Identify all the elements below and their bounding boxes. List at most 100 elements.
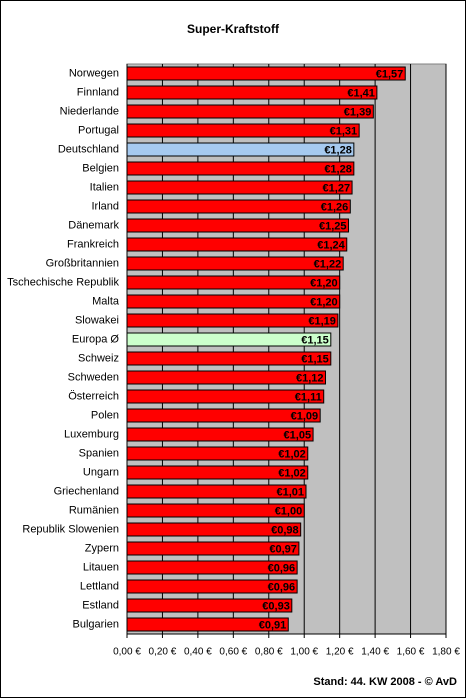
y-tick-label: Ungarn bbox=[83, 466, 119, 478]
y-tick-label: Malta bbox=[92, 295, 120, 307]
y-tick-label: Estland bbox=[82, 599, 119, 611]
value-label: €1,26 bbox=[321, 201, 349, 213]
y-tick-label: Norwegen bbox=[69, 67, 119, 79]
y-tick-label: Finnland bbox=[77, 86, 119, 98]
footnote: Stand: 44. KW 2008 - © AvD bbox=[313, 676, 457, 688]
value-label: €0,96 bbox=[268, 581, 296, 593]
bar bbox=[126, 503, 305, 518]
x-tick-label: 1,20 € bbox=[326, 647, 354, 658]
value-label: €1,57 bbox=[376, 68, 404, 80]
value-label: €1,31 bbox=[330, 125, 358, 137]
bar bbox=[126, 541, 300, 556]
chart-title: Super-Kraftstoff bbox=[187, 22, 280, 36]
bar bbox=[126, 617, 289, 632]
x-tick-label: 1,80 € bbox=[432, 647, 460, 658]
value-label: €0,97 bbox=[269, 543, 297, 555]
x-tick-label: 0,60 € bbox=[219, 647, 247, 658]
y-tick-label: Bulgarien bbox=[73, 618, 119, 630]
value-label: €1,15 bbox=[301, 353, 329, 365]
plot-area bbox=[126, 63, 447, 635]
value-label: €1,12 bbox=[296, 372, 324, 384]
bar bbox=[126, 313, 339, 328]
value-label: €1,28 bbox=[324, 163, 352, 175]
y-tick-label: Österreich bbox=[68, 390, 119, 402]
bar bbox=[126, 104, 374, 119]
y-tick-label: Europa Ø bbox=[72, 333, 120, 345]
bar bbox=[126, 484, 307, 499]
value-label: €1,19 bbox=[308, 315, 336, 327]
bar bbox=[126, 370, 326, 385]
bar bbox=[126, 161, 355, 176]
y-tick-label: Dänemark bbox=[68, 219, 119, 231]
bar bbox=[126, 123, 360, 138]
value-label: €1,15 bbox=[301, 334, 329, 346]
y-tick-label: Großbritannien bbox=[46, 257, 119, 269]
y-tick-label: Spanien bbox=[79, 447, 119, 459]
bar bbox=[126, 598, 293, 613]
x-tick-label: 0,40 € bbox=[184, 647, 212, 658]
value-label: €1,20 bbox=[310, 277, 338, 289]
value-label: €1,01 bbox=[276, 486, 304, 498]
x-tick-label: 0,80 € bbox=[255, 647, 283, 658]
value-label: €1,05 bbox=[284, 429, 312, 441]
bar bbox=[126, 256, 344, 271]
y-tick-label: Griechenland bbox=[54, 485, 119, 497]
bar bbox=[126, 85, 378, 100]
value-label: €1,28 bbox=[324, 144, 352, 156]
value-label: €1,39 bbox=[344, 106, 372, 118]
bar bbox=[126, 427, 314, 442]
value-label: €1,24 bbox=[317, 239, 345, 251]
y-tick-label: Belgien bbox=[82, 162, 119, 174]
bar bbox=[126, 446, 309, 461]
bar bbox=[126, 351, 332, 366]
y-tick-label: Italien bbox=[90, 181, 119, 193]
value-label: €1,11 bbox=[295, 391, 322, 403]
value-label: €0,91 bbox=[259, 619, 287, 631]
value-label: €1,25 bbox=[319, 220, 347, 232]
value-label: €1,00 bbox=[275, 505, 303, 517]
value-label: €1,27 bbox=[323, 182, 351, 194]
y-tick-label: Luxemburg bbox=[64, 428, 119, 440]
x-tick-label: 0,20 € bbox=[149, 647, 177, 658]
bar bbox=[126, 560, 298, 575]
y-tick-label: Niederlande bbox=[60, 105, 119, 117]
value-label: €1,22 bbox=[314, 258, 342, 270]
bar bbox=[126, 332, 332, 347]
x-tick-label: 1,40 € bbox=[361, 647, 389, 658]
y-tick-label: Rumänien bbox=[69, 504, 119, 516]
value-label: €1,09 bbox=[291, 410, 319, 422]
x-tick-label: 1,00 € bbox=[290, 647, 318, 658]
y-tick-label: Portugal bbox=[78, 124, 119, 136]
bar bbox=[126, 237, 348, 252]
y-tick-label: Lettland bbox=[80, 580, 119, 592]
y-tick-label: Republik Slowenien bbox=[22, 523, 119, 535]
bar bbox=[126, 522, 302, 537]
bar bbox=[126, 199, 351, 214]
value-label: €1,02 bbox=[278, 448, 306, 460]
y-tick-label: Zypern bbox=[85, 542, 119, 554]
y-tick-label: Schweiz bbox=[78, 352, 119, 364]
value-label: €1,20 bbox=[310, 296, 338, 308]
bar bbox=[126, 408, 321, 423]
value-label: €1,41 bbox=[347, 87, 375, 99]
value-label: €0,98 bbox=[271, 524, 299, 536]
x-tick-label: 1,60 € bbox=[397, 647, 425, 658]
y-tick-label: Schweden bbox=[68, 371, 119, 383]
bar bbox=[126, 294, 341, 309]
value-label: €0,96 bbox=[268, 562, 296, 574]
bar bbox=[126, 275, 341, 290]
bar bbox=[126, 180, 353, 195]
y-tick-label: Frankreich bbox=[67, 238, 119, 250]
bar bbox=[126, 389, 325, 404]
y-tick-label: Tschechische Republik bbox=[7, 276, 119, 288]
bar bbox=[126, 465, 309, 480]
x-tick-label: 0,00 € bbox=[113, 647, 141, 658]
y-tick-label: Litauen bbox=[83, 561, 119, 573]
y-tick-label: Slowakei bbox=[75, 314, 119, 326]
value-label: €1,02 bbox=[278, 467, 306, 479]
bar bbox=[126, 579, 298, 594]
bar bbox=[126, 66, 406, 81]
bar bbox=[126, 218, 350, 233]
y-tick-label: Polen bbox=[91, 409, 119, 421]
